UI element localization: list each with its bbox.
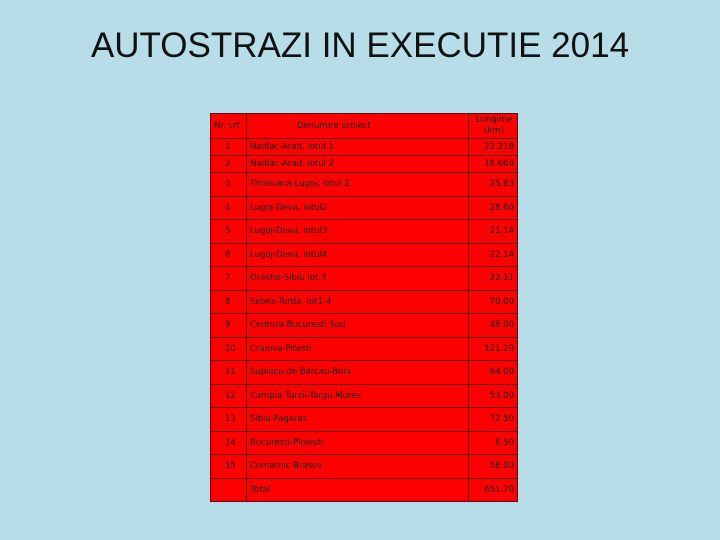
header-cell: Nr. crt. (210, 113, 247, 139)
table-row: 2 Nadlac-Arad, lotul 2 16.664 (210, 155, 518, 173)
table-row: 13 Sibiu-Fagaras 72.50 (210, 407, 518, 432)
table-cell: 13 (210, 407, 247, 432)
table-cell: 53.00 (468, 383, 518, 408)
table-row: 11 Suplacu de Barcau-Bors 64.00 (210, 360, 518, 385)
table-cell: 121.20 (468, 336, 518, 361)
table-cell: 1 (210, 138, 247, 156)
table-cell: Bucuresti-Ploiesti (246, 430, 469, 455)
header-text: Nr. crt. (214, 121, 243, 131)
table-cell: 11 (210, 360, 247, 385)
table-row: 4 Lugoj-Deva, lotul2 28.60 (210, 195, 518, 220)
table-cell: Lugoj-Deva, lotul2 (246, 195, 469, 220)
total-value: 651.70 (468, 477, 518, 502)
table-cell: 10 (210, 336, 247, 361)
table-cell: 22.14 (468, 242, 518, 267)
table-cell: Sebes-Turda, lot1-4 (246, 289, 469, 314)
header-text: Lungime (km) (475, 115, 513, 136)
table-cell: Orastie-Sibiu lot 3 (246, 266, 469, 291)
table-row: 9 Centura Bucuresti Sud 48.00 (210, 313, 518, 338)
table-cell: 7 (210, 266, 247, 291)
table-cell: 64.00 (468, 360, 518, 385)
table-cell: 48.00 (468, 313, 518, 338)
table-cell (210, 477, 247, 502)
header-cell: Denumire proiect (246, 113, 469, 139)
table-cell: Nadlac-Arad, lotul 2 (246, 155, 469, 173)
table-cell: 22.218 (468, 138, 518, 156)
table-cell: Lugoj-Deva, lotul4 (246, 242, 469, 267)
table-cell: Nadlac-Arad, lotul 1 (246, 138, 469, 156)
table-cell: 70.00 (468, 289, 518, 314)
table-cell: 16.664 (468, 155, 518, 173)
table-cell: 6 (210, 242, 247, 267)
table-row: 10 Craiova-Pitesti 121.20 (210, 336, 518, 361)
table-row: 6 Lugoj-Deva, lotul4 22.14 (210, 242, 518, 267)
slide-title: AUTOSTRAZI IN EXECUTIE 2014 (90, 26, 630, 65)
table-row: 12 Campia Turzii-Targu Mures 53.00 (210, 383, 518, 408)
table-cell: 21.14 (468, 219, 518, 244)
table-cell: Comarnic-Brasov (246, 454, 469, 479)
table-cell: 2 (210, 155, 247, 173)
table-cell: Campia Turzii-Targu Mures (246, 383, 469, 408)
header-row: Nr. crt. Denumire proiect Lungime (km) (210, 113, 518, 139)
table-cell: 15 (210, 454, 247, 479)
header-text: Denumire proiect (297, 121, 371, 131)
total-label: Total (246, 477, 469, 502)
table-cell: 5 (210, 219, 247, 244)
table-cell: 6.50 (468, 430, 518, 455)
table-cell: 22.11 (468, 266, 518, 291)
table-cell: 72.50 (468, 407, 518, 432)
table-cell: 25.63 (468, 172, 518, 197)
table-cell: Suplacu de Barcau-Bors (246, 360, 469, 385)
table-cell: 58.00 (468, 454, 518, 479)
table: Nr. crt. Denumire proiect Lungime (km) 1 Nad… (210, 113, 518, 502)
table-cell: Craiova-Pitesti (246, 336, 469, 361)
total-row: Total 651.70 (210, 477, 518, 502)
table-row: 5 Lugoj-Deva, lotul3 21.14 (210, 219, 518, 244)
table-row: 1 Nadlac-Arad, lotul 1 22.218 (210, 138, 518, 156)
table-cell: 9 (210, 313, 247, 338)
table-row: 15 Comarnic-Brasov 58.00 (210, 454, 518, 479)
table-row: 7 Orastie-Sibiu lot 3 22.11 (210, 266, 518, 291)
header-cell: Lungime (km) (468, 113, 518, 139)
table-cell: 28.60 (468, 195, 518, 220)
table-row: 8 Sebes-Turda, lot1-4 70.00 (210, 289, 518, 314)
table-row: 14 Bucuresti-Ploiesti 6.50 (210, 430, 518, 455)
table-cell: Lugoj-Deva, lotul3 (246, 219, 469, 244)
table-cell: Centura Bucuresti Sud (246, 313, 469, 338)
table-cell: 4 (210, 195, 247, 220)
table-cell: 12 (210, 383, 247, 408)
table-cell: 3 (210, 172, 247, 197)
table-cell: Sibiu-Fagaras (246, 407, 469, 432)
table-cell: 14 (210, 430, 247, 455)
table-cell: Timisoara-Lugoj, lotul 2 (246, 172, 469, 197)
table-cell: 8 (210, 289, 247, 314)
table-row: 3 Timisoara-Lugoj, lotul 2 25.63 (210, 172, 518, 197)
